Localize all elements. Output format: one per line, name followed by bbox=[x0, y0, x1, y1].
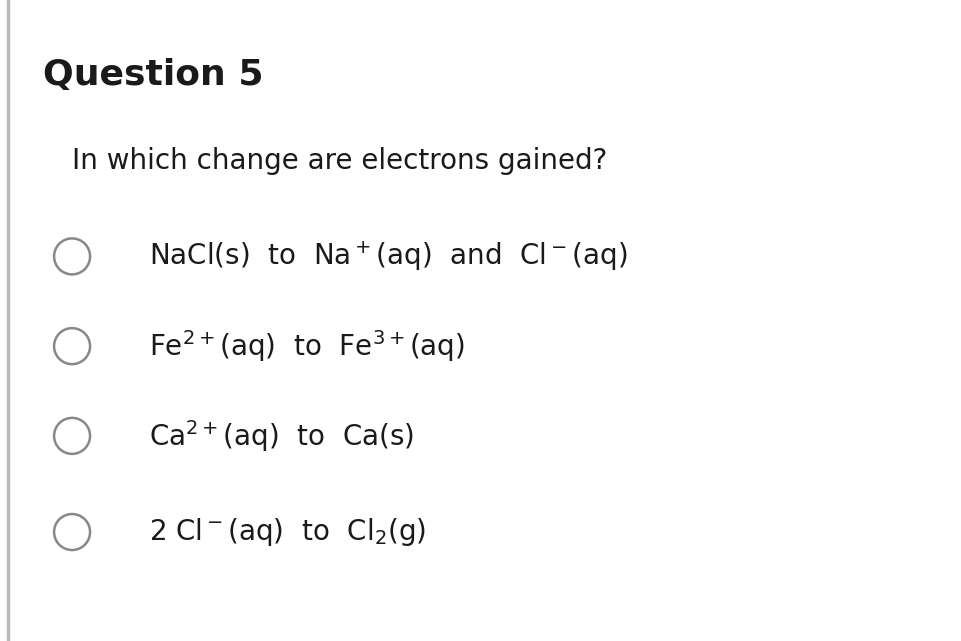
Text: Fe$^{2+}$(aq)  to  Fe$^{3+}$(aq): Fe$^{2+}$(aq) to Fe$^{3+}$(aq) bbox=[149, 328, 465, 364]
Text: 2 Cl$^-$(aq)  to  Cl$_2$(g): 2 Cl$^-$(aq) to Cl$_2$(g) bbox=[149, 516, 426, 548]
Text: Question 5: Question 5 bbox=[43, 58, 263, 92]
Text: Ca$^{2+}$(aq)  to  Ca(s): Ca$^{2+}$(aq) to Ca(s) bbox=[149, 418, 414, 454]
Text: In which change are electrons gained?: In which change are electrons gained? bbox=[72, 147, 607, 176]
Text: NaCl(s)  to  Na$^+$(aq)  and  Cl$^-$(aq): NaCl(s) to Na$^+$(aq) and Cl$^-$(aq) bbox=[149, 240, 628, 273]
